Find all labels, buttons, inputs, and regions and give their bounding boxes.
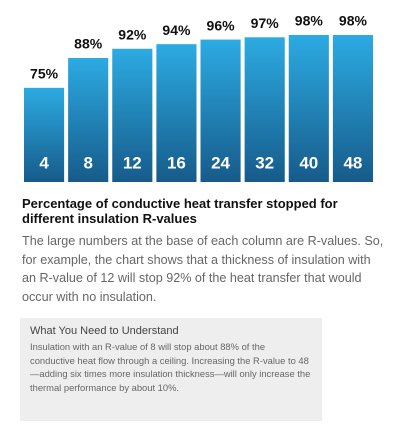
bar — [68, 57, 109, 182]
bar — [112, 48, 153, 182]
box-heading: What You Need to Understand — [30, 325, 179, 337]
category-label: 48 — [343, 153, 362, 172]
value-label: 92% — [118, 26, 147, 42]
category-label: 12 — [123, 153, 142, 172]
category-label: 8 — [83, 153, 92, 172]
value-label: 88% — [74, 36, 103, 52]
box-text: Insulation with an R-value of 8 will sto… — [30, 341, 311, 393]
category-label: 16 — [167, 153, 186, 172]
value-label: 94% — [162, 22, 191, 38]
value-label: 75% — [30, 66, 59, 82]
category-label: 24 — [211, 153, 230, 172]
bar — [156, 44, 197, 182]
description: The large numbers at the base of each co… — [22, 234, 384, 304]
info-box: What You Need to Understand Insulation w… — [20, 318, 322, 421]
value-label: 96% — [207, 17, 236, 33]
category-label: 4 — [39, 153, 49, 172]
chart: 75% 4 88% 8 92% 12 94% 16 96% 24 97% 32 98% 40 98% 48 — [24, 13, 373, 183]
chart-title: Percentage of conductive heat transfer s… — [22, 196, 338, 226]
bar — [24, 87, 65, 182]
category-label: 32 — [255, 153, 274, 172]
category-label: 40 — [299, 153, 318, 172]
value-label: 98% — [295, 13, 324, 29]
bar — [244, 37, 285, 182]
bar — [200, 39, 241, 183]
value-label: 97% — [251, 15, 280, 31]
bar — [288, 34, 329, 182]
bar — [332, 34, 373, 182]
value-label: 98% — [339, 13, 368, 29]
